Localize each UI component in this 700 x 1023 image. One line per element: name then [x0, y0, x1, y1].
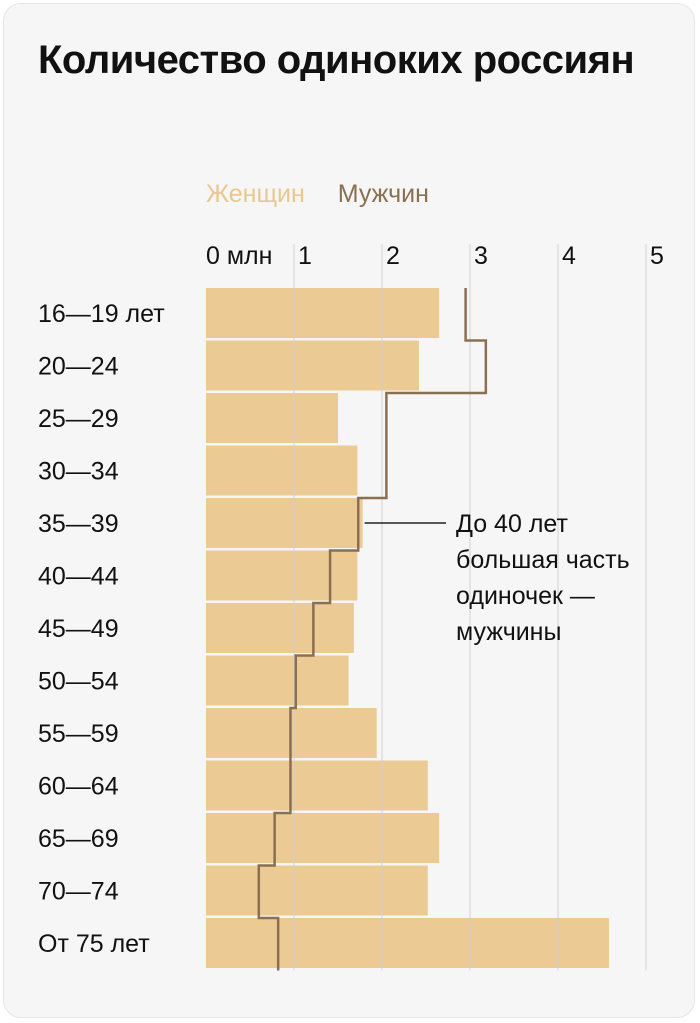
x-tick-label-3: 3: [474, 242, 488, 270]
bar-women-11: [206, 865, 428, 916]
category-label-2: 25—29: [38, 405, 119, 433]
bar-women-12: [206, 918, 610, 968]
annotation-line-2: одиночек —: [456, 582, 595, 610]
category-label-9: 60—64: [38, 773, 119, 801]
category-label-8: 55—59: [38, 720, 119, 748]
x-tick-label-5: 5: [650, 242, 664, 270]
bar-women-0: [206, 288, 440, 338]
bar-women-6: [206, 603, 354, 653]
bar-women-10: [206, 813, 440, 863]
legend-women: Женщин: [206, 180, 305, 208]
series-line-men: [257, 288, 488, 971]
category-label-4: 35—39: [38, 510, 119, 538]
category-label-12: От 75 лет: [38, 930, 150, 958]
bar-women-1: [206, 340, 419, 391]
bar-women-2: [206, 393, 338, 443]
annotation-line-1: большая часть: [456, 546, 630, 574]
legend: Женщин Мужчин: [206, 178, 455, 210]
bar-women-4: [206, 498, 363, 548]
annotation-line-3: мужчины: [456, 618, 561, 646]
x-tick-label-0: 0 млн: [206, 242, 272, 270]
x-tick-label-2: 2: [386, 242, 400, 270]
legend-men: Мужчин: [337, 180, 429, 208]
bar-women-5: [206, 550, 358, 601]
bar-women-3: [206, 445, 358, 496]
category-label-10: 65—69: [38, 825, 119, 853]
annotation-line-0: До 40 лет: [456, 510, 568, 538]
category-label-3: 30—34: [38, 458, 119, 486]
category-label-11: 70—74: [38, 878, 119, 906]
bar-women-7: [206, 655, 349, 706]
category-label-0: 16—19 лет: [38, 300, 165, 328]
category-label-1: 20—24: [38, 353, 119, 381]
x-tick-label-4: 4: [562, 242, 576, 270]
bar-women-9: [206, 760, 428, 811]
category-label-7: 50—54: [38, 668, 119, 696]
category-label-6: 45—49: [38, 615, 119, 643]
category-label-5: 40—44: [38, 563, 119, 591]
x-tick-label-1: 1: [298, 242, 312, 270]
chart-title: Количество одиноких россиян: [38, 38, 635, 82]
